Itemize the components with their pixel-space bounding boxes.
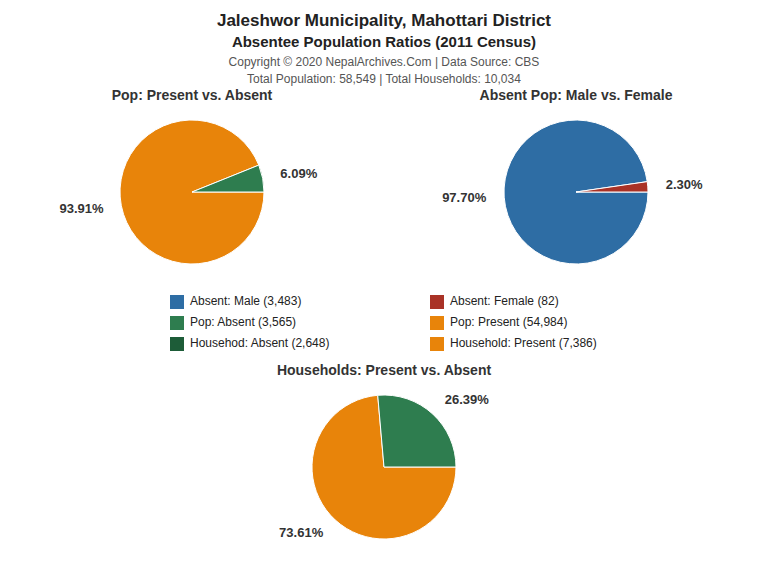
annotation: Copyright © 2020 NepalArchives.Com | Dat…	[229, 55, 540, 69]
legend-swatch	[430, 295, 444, 309]
data-label: 97.70%	[442, 190, 487, 205]
legend-label: Househod: Absent (2,648)	[190, 336, 329, 350]
legend-item: Househod: Absent (2,648)	[170, 336, 329, 351]
legend-label: Pop: Absent (3,565)	[190, 315, 296, 329]
legend-swatch	[430, 337, 444, 351]
slices	[312, 395, 456, 539]
pie-chart: Pop: Present vs. Absent 93.91% 6.09%	[60, 87, 318, 264]
pie-chart: Absent Pop: Male vs. Female 97.70% 2.30%	[442, 87, 703, 264]
legend-swatch	[170, 295, 184, 309]
data-label: 73.61%	[279, 525, 324, 540]
legend-label: Pop: Present (54,984)	[450, 315, 567, 329]
legend-label: Household: Present (7,386)	[450, 336, 597, 350]
legend: Absent: Male (3,483) Absent: Female (82) P…	[170, 294, 597, 351]
subtitle: Absentee Population Ratios (2011 Census)	[232, 33, 536, 50]
data-label: 2.30%	[666, 177, 703, 192]
pie-slice	[576, 182, 648, 192]
annotation: Total Population: 58,549 | Total Househo…	[247, 72, 521, 86]
pie-title: Pop: Present vs. Absent	[112, 87, 273, 103]
data-labels: 97.70% 2.30%	[442, 177, 703, 205]
legend-item: Absent: Female (82)	[430, 294, 559, 309]
legend-swatch	[170, 337, 184, 351]
legend-swatch	[170, 316, 184, 330]
data-label: 93.91%	[60, 201, 105, 216]
legend-label: Absent: Male (3,483)	[190, 294, 301, 308]
title: Jaleshwor Municipality, Mahottari Distri…	[217, 11, 551, 30]
legend-item: Absent: Male (3,483)	[170, 294, 301, 309]
data-label: 6.09%	[280, 166, 317, 181]
legend-swatch	[430, 316, 444, 330]
chart-root: Jaleshwor Municipality, Mahottari Distri…	[0, 0, 768, 576]
data-labels: 93.91% 6.09%	[60, 166, 318, 215]
legend-label: Absent: Female (82)	[450, 294, 559, 308]
data-label: 26.39%	[445, 392, 490, 407]
pie-chart: Households: Present vs. Absent 73.61% 26.3…	[277, 362, 492, 540]
pie-slice	[504, 120, 648, 264]
legend-item: Household: Present (7,386)	[430, 336, 597, 351]
pie-slice	[120, 120, 264, 264]
pie-title: Households: Present vs. Absent	[277, 362, 492, 378]
pie-slice	[312, 395, 456, 539]
legend-item: Pop: Present (54,984)	[430, 315, 567, 330]
data-labels: 73.61% 26.39%	[279, 392, 489, 540]
slices	[504, 120, 648, 264]
pie-title: Absent Pop: Male vs. Female	[480, 87, 673, 103]
pie-slice	[192, 165, 264, 192]
slices	[120, 120, 264, 264]
legend-item: Pop: Absent (3,565)	[170, 315, 296, 330]
